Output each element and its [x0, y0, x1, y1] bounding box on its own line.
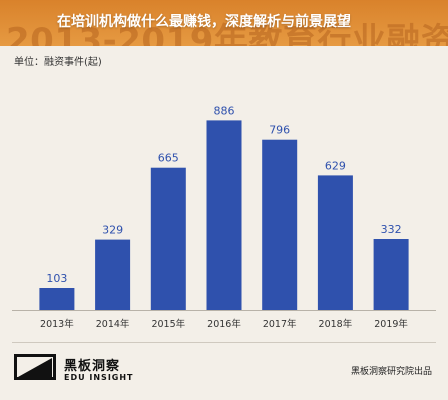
brand-name-en: EDU INSIGHT	[64, 373, 134, 382]
bar-0	[39, 288, 75, 310]
y-axis-unit-label: 单位：融资事件(起)	[14, 57, 102, 68]
source-credit: 黑板洞察研究院出品	[350, 367, 432, 377]
chart-title: 2013-2019年教育行业融资事件数	[6, 21, 448, 46]
data-label-6: 332	[381, 223, 402, 236]
edu-insight-logo-icon	[14, 354, 56, 380]
data-label-0: 103	[46, 272, 67, 285]
bar-4	[262, 139, 298, 310]
bar-5	[317, 175, 353, 310]
x-tick-label-4: 2017年	[263, 318, 297, 330]
data-label-5: 629	[325, 159, 346, 172]
bar-6	[373, 239, 409, 310]
x-tick-label-0: 2013年	[40, 318, 74, 330]
header-banner: 2013-2019年教育行业融资事件数 在培训机构做什么最赚钱，深度解析与前景展…	[0, 0, 448, 46]
data-label-3: 886	[214, 104, 235, 117]
brand-name-cn: 黑板洞察	[64, 359, 121, 374]
x-tick-label-2: 2015年	[151, 318, 185, 330]
x-tick-label-5: 2018年	[319, 318, 353, 330]
bar-chart: 103 2013年 329 2014年 665 2015年 886 2016年 796 2017年…	[12, 104, 436, 330]
bar-2	[150, 167, 186, 310]
x-tick-label-1: 2014年	[96, 318, 130, 330]
data-label-2: 665	[158, 152, 179, 165]
footer-divider	[12, 342, 436, 343]
data-label-4: 796	[269, 124, 290, 137]
x-tick-label-3: 2016年	[207, 318, 241, 330]
page-title: 在培训机构做什么最赚钱，深度解析与前景展望	[57, 14, 351, 30]
bar-3	[206, 120, 242, 311]
data-label-1: 329	[102, 224, 123, 237]
x-tick-label-6: 2019年	[374, 318, 408, 330]
bar-1	[95, 239, 131, 310]
